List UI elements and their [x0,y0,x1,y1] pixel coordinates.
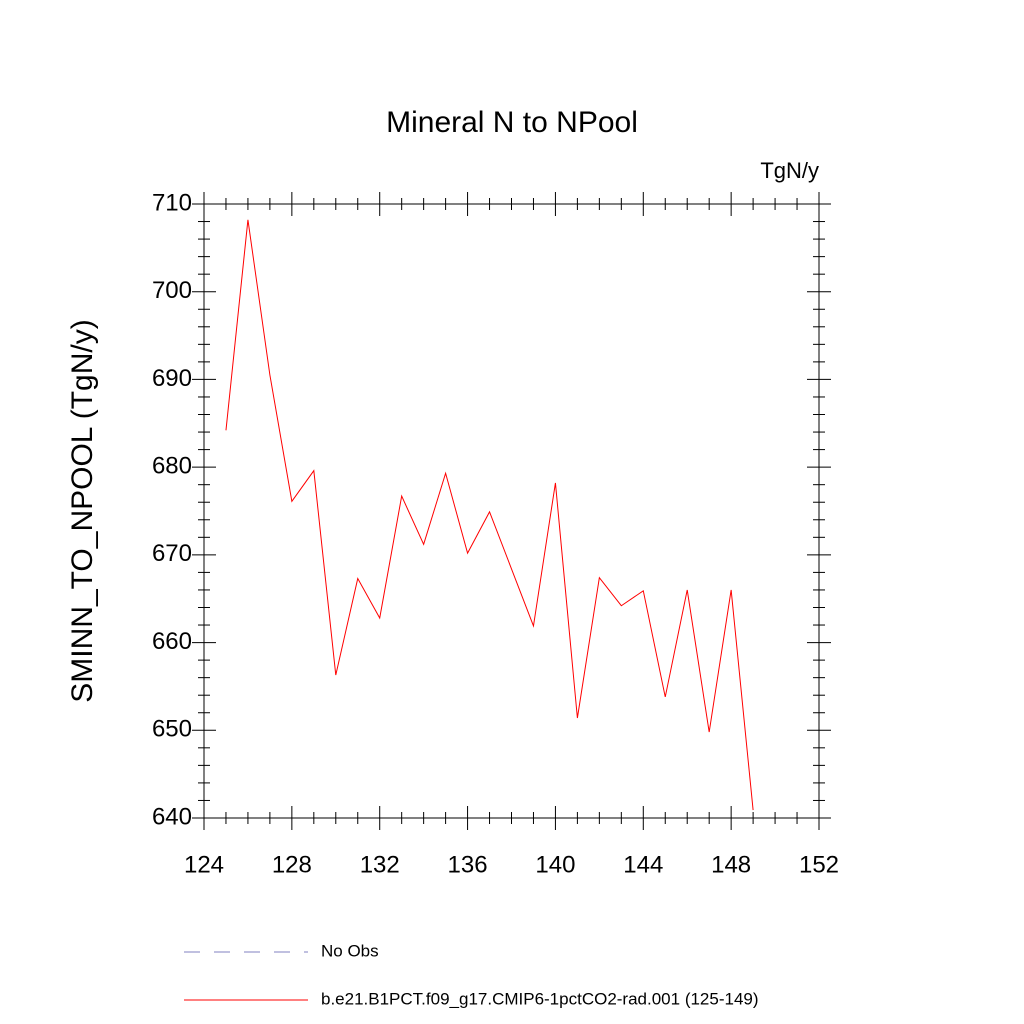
x-tick-label: 124 [184,851,224,878]
x-tick-label: 148 [711,851,751,878]
y-axis-label: SMINN_TO_NPOOL (TgN/y) [66,319,99,702]
data-line [225,219,754,811]
x-tick-label: 144 [623,851,663,878]
x-tick-label: 128 [272,851,312,878]
legend-label: b.e21.B1PCT.f09_g17.CMIP6-1pctCO2-rad.00… [321,989,759,1008]
plot-frame [203,203,820,819]
y-tick-label: 680 [152,452,192,479]
chart-title: Mineral N to NPool [386,106,638,139]
axes [192,192,831,830]
x-tick-label: 152 [799,851,839,878]
y-tick-label: 660 [152,628,192,655]
units-label: TgN/y [760,158,819,183]
y-tick-label: 640 [152,803,192,830]
y-tick-label: 690 [152,365,192,392]
y-tick-label: 710 [152,189,192,216]
y-tick-label: 650 [152,716,192,743]
y-tick-label: 700 [152,277,192,304]
legend-label: No Obs [321,941,379,960]
x-tick-label: 140 [535,851,575,878]
x-tick-label: 132 [360,851,400,878]
x-tick-label: 136 [448,851,488,878]
y-tick-label: 670 [152,540,192,567]
